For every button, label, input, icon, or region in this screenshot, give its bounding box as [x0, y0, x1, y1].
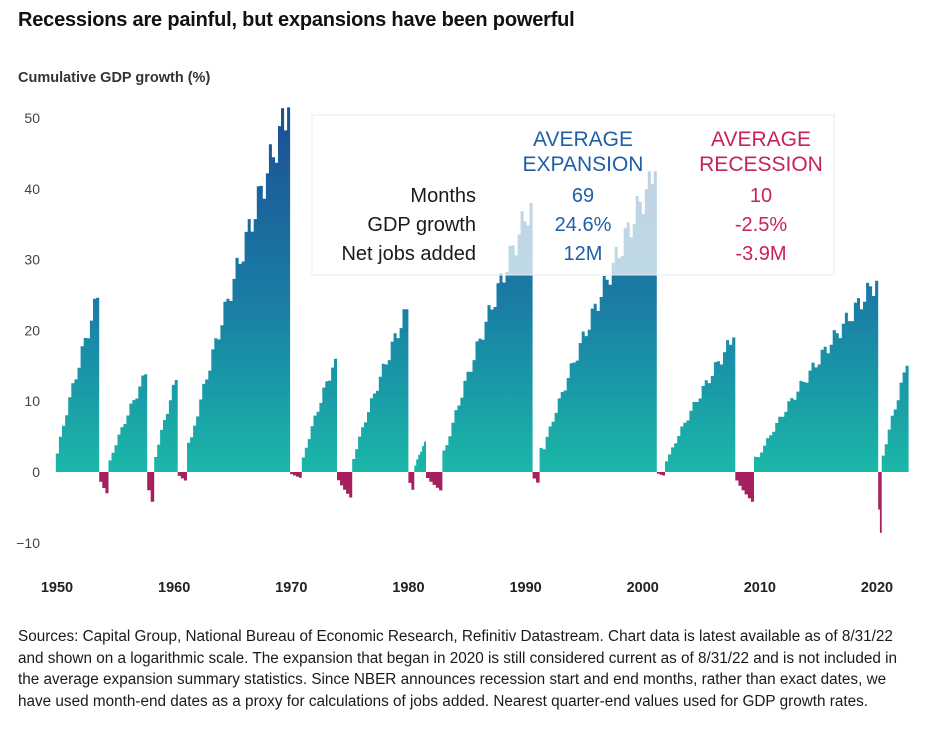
expansion-value: 12M	[564, 243, 603, 265]
x-tick-label: 2000	[627, 580, 659, 596]
y-tick-label: 10	[24, 393, 40, 409]
recession-header: RECESSION	[699, 153, 823, 176]
x-tick-label: 1950	[41, 580, 73, 596]
summary-row-label: GDP growth	[367, 214, 476, 236]
expansion-area	[108, 374, 148, 472]
recession-area	[532, 472, 540, 483]
gdp-growth-chart: Cumulative GDP growth (%) 50403020100−10…	[16, 70, 909, 596]
y-tick-label: 40	[24, 181, 40, 197]
summary-row-label: Net jobs added	[341, 243, 476, 265]
y-tick-label: −10	[16, 535, 40, 551]
y-tick-label: 20	[24, 322, 40, 338]
sources-note: Sources: Capital Group, National Bureau …	[18, 628, 897, 710]
recession-area	[177, 472, 187, 481]
summary-panel	[311, 114, 835, 276]
recession-area	[878, 472, 882, 533]
recession-area	[99, 472, 109, 494]
recession-area	[290, 472, 302, 478]
expansion-area	[665, 337, 736, 472]
expansion-area	[881, 365, 909, 472]
recession-area	[147, 472, 155, 502]
expansion-header: AVERAGE	[533, 128, 633, 151]
y-tick-label: 30	[24, 252, 40, 268]
recession-value: -3.9M	[735, 243, 786, 265]
recession-area	[337, 472, 353, 498]
x-tick-label: 2010	[744, 580, 776, 596]
recession-value: 10	[750, 185, 772, 207]
x-tick-label: 1990	[509, 580, 541, 596]
recession-value: -2.5%	[735, 214, 787, 236]
page-title: Recessions are painful, but expansions h…	[18, 9, 575, 31]
y-tick-label: 50	[24, 110, 40, 126]
summary-row-label: Months	[410, 185, 476, 207]
x-tick-label: 2020	[861, 580, 893, 596]
x-tick-label: 1960	[158, 580, 190, 596]
recession-area	[735, 472, 754, 502]
recession-area	[656, 472, 665, 476]
x-tick-label: 1970	[275, 580, 307, 596]
expansion-area	[754, 280, 879, 472]
expansion-area	[352, 309, 409, 472]
recession-header: AVERAGE	[711, 128, 811, 151]
expansion-area	[55, 297, 100, 472]
expansion-area	[154, 380, 178, 472]
expansion-area	[301, 358, 337, 472]
x-tick-label: 1980	[392, 580, 424, 596]
expansion-header: EXPANSION	[523, 153, 644, 176]
recession-area	[426, 472, 443, 491]
recession-area	[408, 472, 415, 490]
y-axis-label: Cumulative GDP growth (%)	[18, 70, 210, 86]
y-tick-label: 0	[32, 464, 40, 480]
expansion-value: 24.6%	[555, 214, 612, 236]
expansion-area	[414, 441, 426, 472]
expansion-area	[187, 107, 291, 473]
expansion-value: 69	[572, 185, 594, 207]
